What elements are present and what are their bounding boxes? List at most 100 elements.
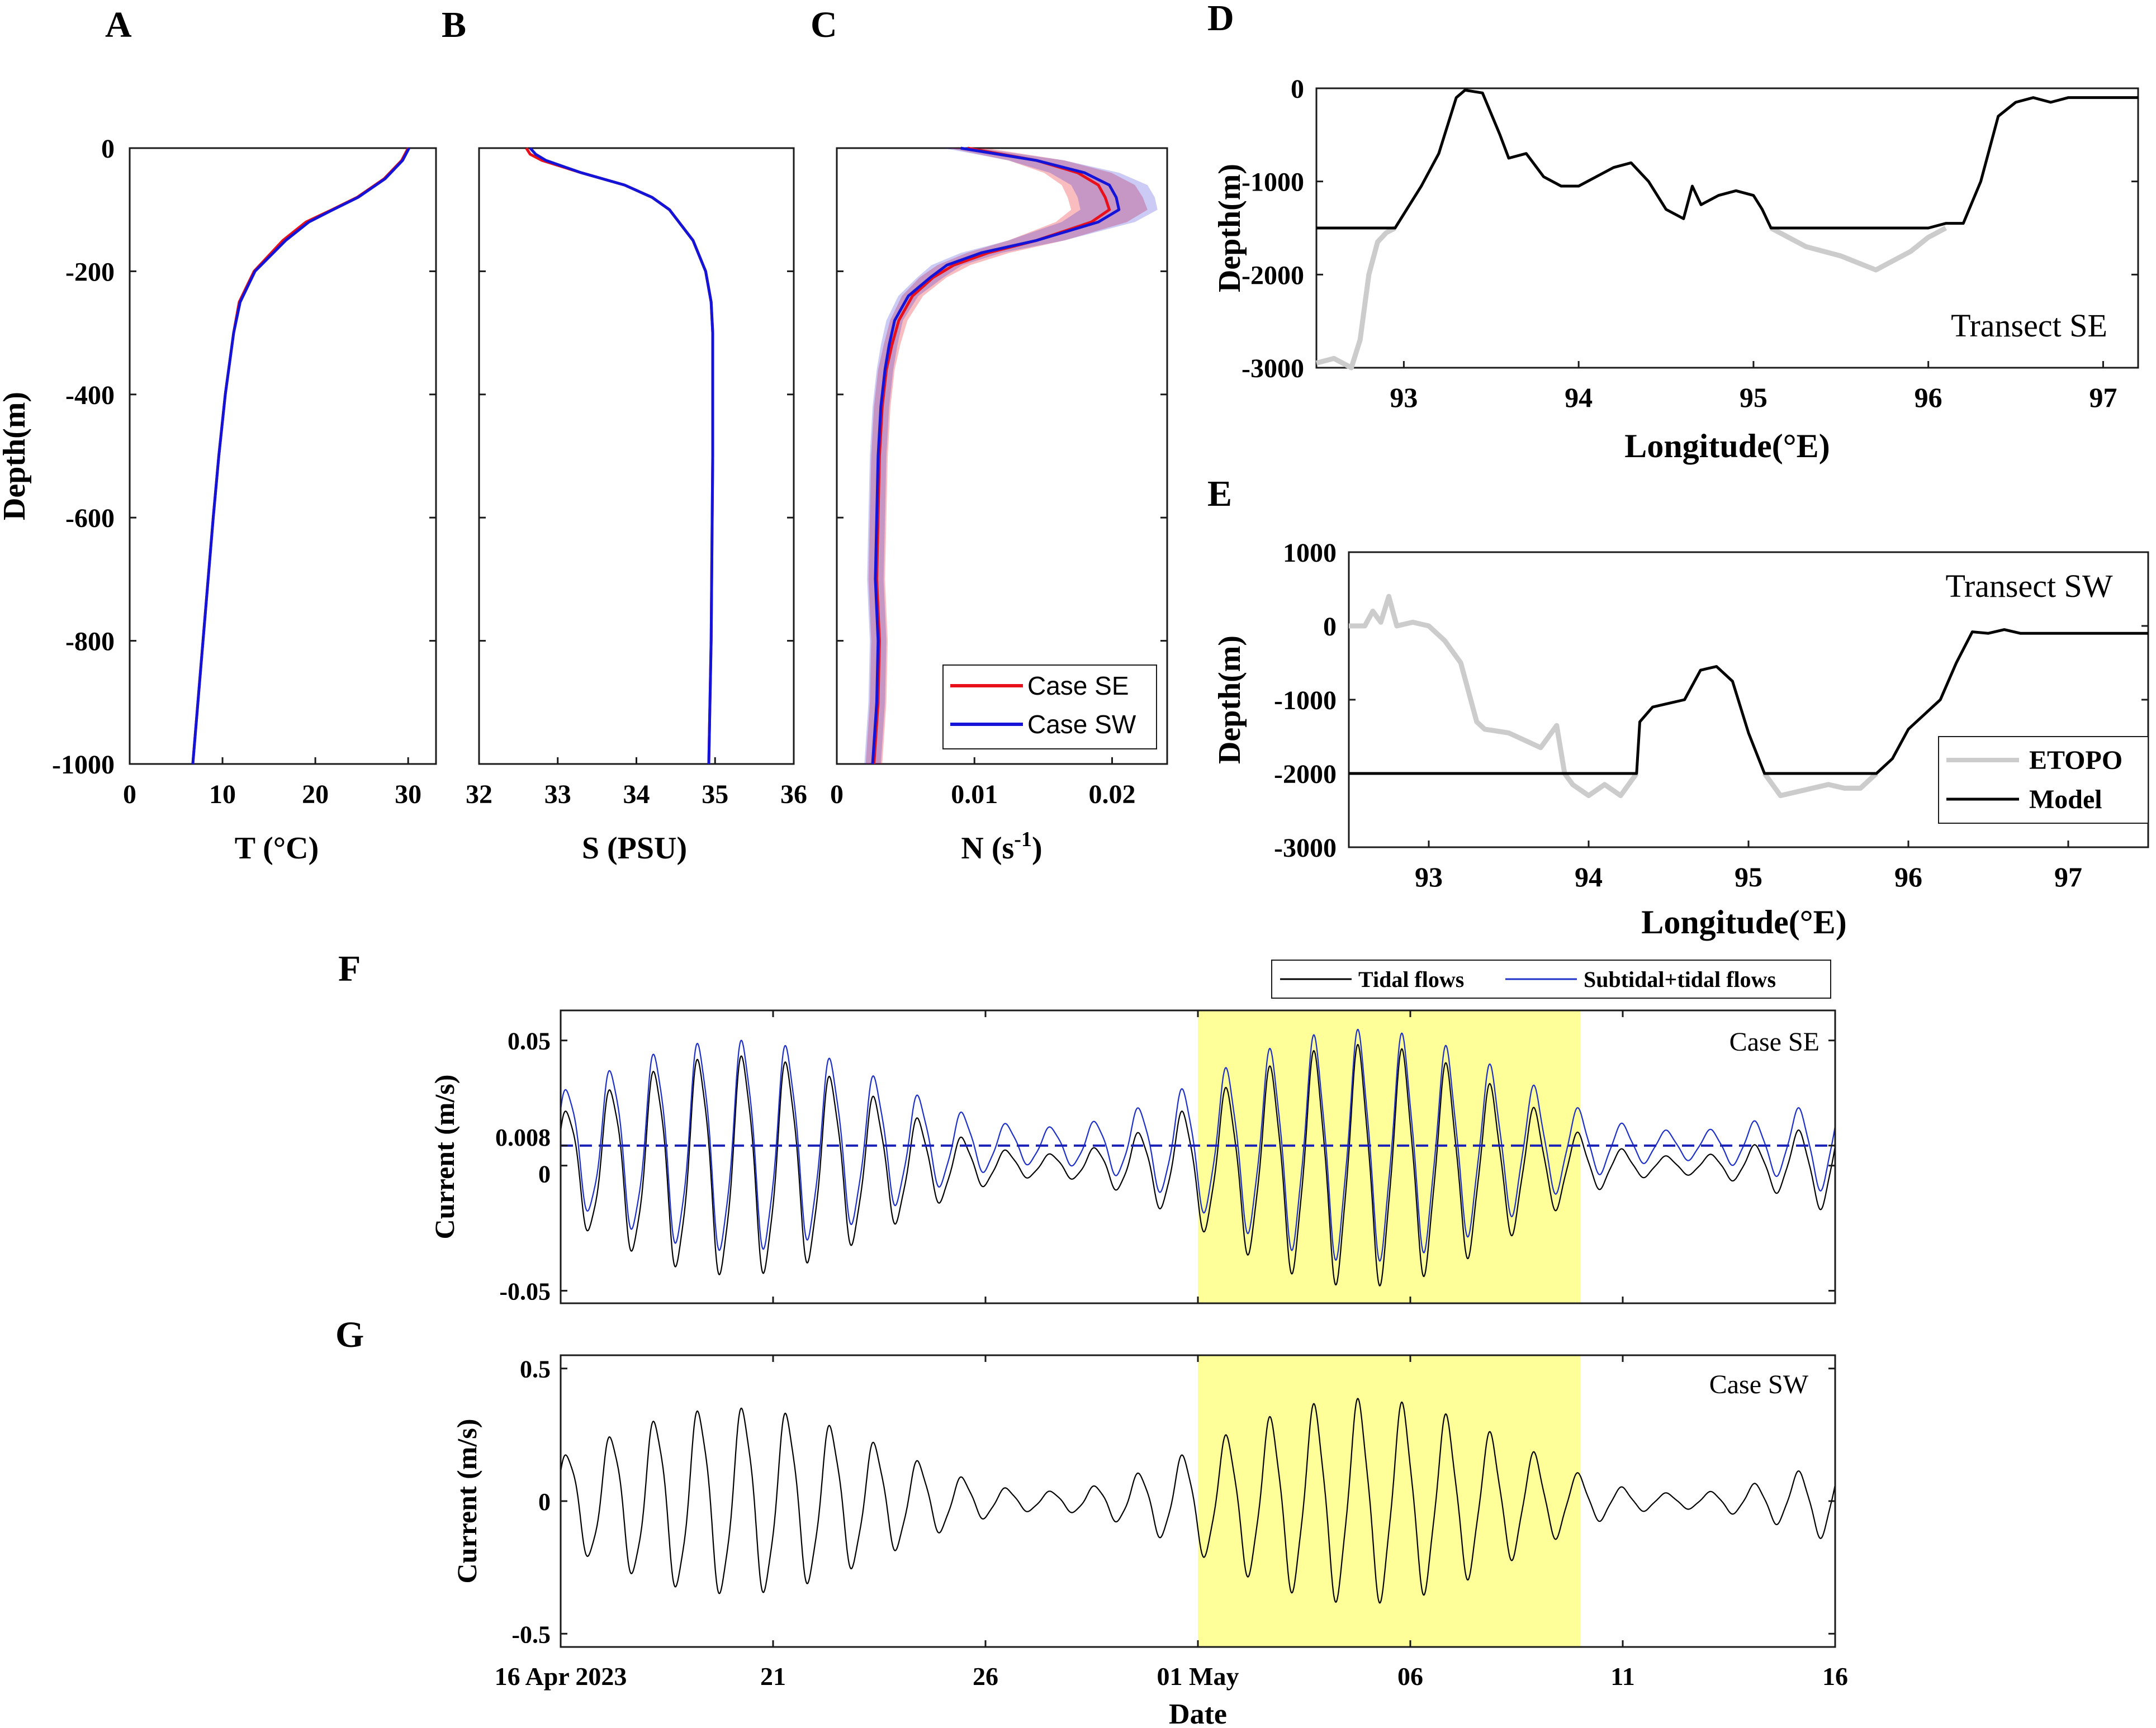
panel-b-xtick-label: 35 <box>702 780 728 809</box>
panel-c-legend: Case SE Case SW <box>942 664 1157 749</box>
panel-d-ytick-label: -2000 <box>1242 260 1304 290</box>
panel-letter-a: A <box>105 4 132 45</box>
panel-b-frame <box>478 147 795 765</box>
legend-label-subtidal: Subtidal+tidal flows <box>1584 967 1776 992</box>
panel-a-ytick-label: -400 <box>65 381 115 410</box>
panel-g-annotation: Case SW <box>1709 1370 1809 1399</box>
panel-d-xtick-label: 97 <box>2089 382 2117 413</box>
panel-d-xtick-label: 93 <box>1390 382 1418 413</box>
panel-letter-e: E <box>1207 473 1232 514</box>
panel-e-xtick-label: 97 <box>2054 861 2082 893</box>
panel-c-xtick-label: 0.02 <box>1089 780 1136 809</box>
panel-letter-d: D <box>1207 0 1234 39</box>
panel-a-line-case-sw <box>191 147 411 765</box>
panel-c-xlabel: N (s-1) <box>961 828 1042 866</box>
panel-d-ytick-label: -1000 <box>1242 168 1304 197</box>
panel-e-annotation: Transect SW <box>1945 568 2112 604</box>
panel-letter-c: C <box>811 4 837 45</box>
panel-f-annotation: Case SE <box>1729 1027 1819 1057</box>
panel-g-xtick-label: 16 <box>1822 1662 1848 1691</box>
panel-a-ytick-label: -200 <box>65 257 115 287</box>
panel-a-ytick-label: -800 <box>65 627 115 657</box>
panel-g-highlight <box>1198 1355 1580 1647</box>
panel-a-xlabel: T (°C) <box>235 831 319 866</box>
panel-f: 0.05 0.008 0 -0.05 Case SE Tidal flows Subt… <box>429 960 1836 1306</box>
panel-d-xtick-label: 96 <box>1915 382 1942 413</box>
panel-b-xtick-label: 36 <box>780 780 807 809</box>
panel-b-xtick-label: 34 <box>623 780 650 809</box>
panel-d-ytick-label: 0 <box>1291 74 1304 104</box>
panel-e-legend: ETOPO Model <box>1938 736 2149 824</box>
panel-a-frame <box>129 147 437 765</box>
panel-a-xtick-label: 0 <box>123 780 136 809</box>
panel-e-xtick-label: 96 <box>1894 861 1922 893</box>
panel-letter-b: B <box>442 4 466 45</box>
panel-c-legend-box <box>942 664 1157 749</box>
panel-g: 0.5 0 -0.5 16 Apr 2023 21 26 01 May 06 11 16 Cas… <box>451 1354 1848 1728</box>
panel-c-xtick-label: 0 <box>830 780 844 809</box>
panel-e-ytick-label: -1000 <box>1274 686 1337 715</box>
panel-f-series-subtidal-tidal-flows <box>560 1029 1836 1262</box>
panel-a-xtick-label: 20 <box>302 780 329 809</box>
panel-e-xtick-label: 93 <box>1415 861 1443 893</box>
panel-g-xtick-label: 21 <box>760 1662 786 1691</box>
panel-e-line-etopo <box>1349 594 1639 799</box>
panel-b-line-case-sw <box>529 147 714 765</box>
panel-g-xtick-label: 11 <box>1610 1662 1634 1691</box>
panel-f-ytick-label: -0.05 <box>499 1278 551 1306</box>
panel-g-xtick-label: 26 <box>973 1662 998 1691</box>
panel-f-ylabel: Current (m/s) <box>429 1075 460 1240</box>
panel-b-xtick-label: 33 <box>544 780 571 809</box>
panel-f-ytick-label: 0.05 <box>508 1028 551 1055</box>
panel-d-line-etopo-dip <box>1770 226 1947 273</box>
panel-d: 0-1000-2000-3000 93 94 95 96 97 Transect SE … <box>1212 74 2139 464</box>
panel-letter-g: G <box>335 1314 364 1355</box>
panel-a: 0-200-400-600-800-1000 0 10 20 30 Depth(m) … <box>0 134 437 866</box>
panel-f-ytick-label: 0 <box>538 1161 551 1188</box>
panel-e-legend-box <box>1938 736 2149 824</box>
panel-b-line-case-se <box>525 147 714 765</box>
panel-d-xtick-label: 95 <box>1740 382 1768 413</box>
panel-g-ytick-label: -0.5 <box>511 1621 551 1648</box>
panel-a-ylabel: Depth(m) <box>0 392 32 520</box>
panel-e-ylabel: Depth(m) <box>1212 635 1247 764</box>
panel-e-ytick-label: -3000 <box>1274 833 1337 863</box>
panel-g-series-tidal-flows <box>560 1398 1836 1604</box>
panel-b: 32 33 34 35 36 S (PSU) <box>466 147 807 866</box>
panel-f-ytick-label: 0.008 <box>495 1124 551 1151</box>
legend-label-case-sw: Case SW <box>1027 710 1136 739</box>
panel-f-legend: Tidal flows Subtidal+tidal flows <box>1271 960 1831 999</box>
panel-e-ytick-label: -2000 <box>1274 759 1337 789</box>
legend-label-model: Model <box>2029 785 2102 814</box>
panel-a-line-case-se <box>191 147 410 765</box>
panel-c: 0 0.01 0.02 Case SE Case SW N (s-1) <box>830 146 1168 866</box>
panel-e-ytick-label: 1000 <box>1283 538 1337 568</box>
panel-c-xtick-label: 0.01 <box>951 780 998 809</box>
panel-e-line-model <box>1349 628 2148 775</box>
panel-d-xlabel: Longitude(°E) <box>1624 428 1830 464</box>
panel-f-highlight <box>1198 1010 1580 1303</box>
legend-label-tidal: Tidal flows <box>1358 967 1464 992</box>
legend-label-case-se: Case SE <box>1027 671 1129 700</box>
panel-letter-f: F <box>338 948 361 989</box>
panel-g-ytick-label: 0 <box>538 1488 551 1516</box>
panel-b-xlabel: S (PSU) <box>582 831 687 866</box>
panel-g-xlabel: Date <box>1169 1698 1227 1728</box>
panel-c-line-case-sw <box>871 146 1121 765</box>
panel-g-ylabel: Current (m/s) <box>451 1419 482 1584</box>
panel-c-frame <box>836 147 1168 765</box>
panel-a-xtick-label: 10 <box>209 780 236 809</box>
panel-g-xtick-label: 01 May <box>1157 1662 1239 1691</box>
legend-label-etopo: ETOPO <box>2029 746 2122 775</box>
panel-e-xtick-label: 95 <box>1735 861 1762 893</box>
panel-d-line-etopo <box>1315 226 1396 371</box>
panel-g-ytick-label: 0.5 <box>520 1356 551 1383</box>
panel-e-xlabel: Longitude(°E) <box>1641 904 1846 941</box>
panel-e-xtick-label: 94 <box>1575 861 1603 893</box>
panel-d-ytick-label: -3000 <box>1242 354 1304 383</box>
panel-b-xtick-label: 32 <box>466 780 492 809</box>
panel-e-line-etopo-dip <box>1762 771 1878 799</box>
panel-a-ytick-label: 0 <box>101 134 115 164</box>
panel-c-range-band-case-sw <box>864 148 1158 764</box>
